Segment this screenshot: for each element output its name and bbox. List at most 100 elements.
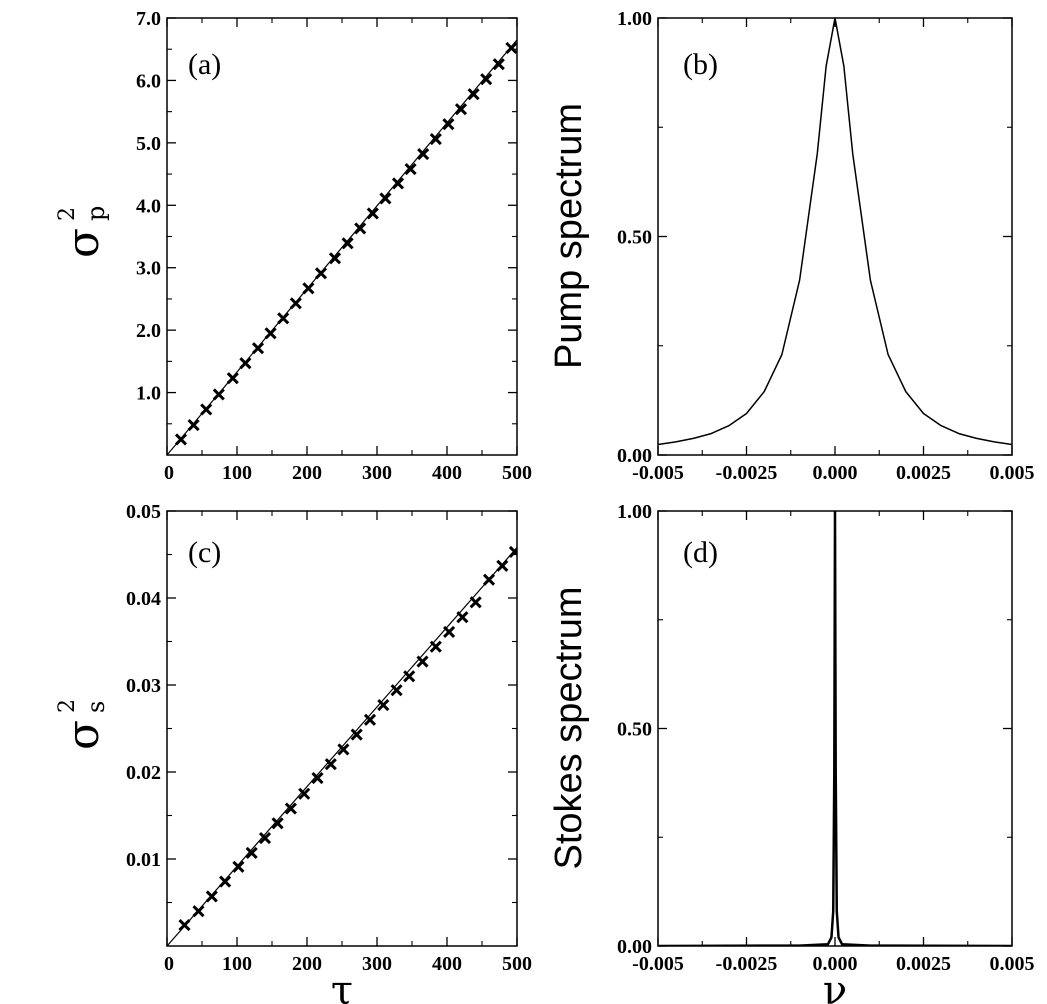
data-point — [404, 163, 417, 176]
data-point — [482, 573, 496, 586]
panel-b: -0.005 -0.0025 0.000 0.0025 0.005 0.00 0.50 1.0… — [548, 8, 1035, 484]
y-axis-label-subscript: s — [82, 701, 110, 713]
panel-label: (b) — [683, 48, 718, 81]
data-point — [377, 698, 390, 712]
panel-d: -0.005 -0.0025 0.000 0.0025 0.005 0.00 0.50 1.0… — [548, 501, 1035, 1004]
panel-label: (c) — [188, 536, 221, 569]
data-point — [443, 625, 456, 638]
y-tick-label: 5.0 — [136, 133, 161, 155]
data-point — [454, 103, 468, 116]
x-tick-label: 0.0025 — [896, 462, 951, 484]
y-tick-label: 0.00 — [617, 936, 652, 958]
x-tick-label: 100 — [222, 462, 252, 484]
panel-label: (d) — [683, 536, 718, 569]
plot-area — [167, 39, 517, 455]
data-point — [492, 58, 505, 71]
plot-frame — [166, 510, 518, 947]
data-point — [429, 640, 442, 653]
data-point — [442, 118, 455, 131]
x-tick-label: 0.005 — [990, 462, 1035, 484]
x-tick-label: -0.0025 — [716, 953, 778, 975]
y-tick-label: 1.00 — [617, 8, 652, 30]
x-tick-label: -0.005 — [632, 953, 684, 975]
y-tick-label: 0.50 — [617, 227, 652, 249]
data-point — [298, 787, 311, 800]
data-point — [205, 890, 218, 903]
y-axis-label: Stokes spectrum — [548, 587, 590, 870]
y-tick-label: 0.02 — [126, 762, 161, 784]
data-point — [289, 297, 302, 310]
data-point — [505, 41, 517, 55]
x-tick-label: 0.000 — [813, 953, 858, 975]
data-point — [469, 596, 482, 609]
y-tick-label: 3.0 — [136, 258, 161, 280]
y-axis-label-superscript: 2 — [55, 699, 80, 713]
data-point — [417, 148, 430, 161]
data-point — [258, 832, 272, 845]
panel-c: 0 100 200 300 400 500 0.01 0.02 0.03 0.04 0.05 (c) σ… — [55, 501, 532, 1004]
x-tick-label: 100 — [222, 953, 252, 975]
x-tick-label: 500 — [502, 462, 532, 484]
y-axis-label-subscript: p — [82, 206, 110, 221]
data-point — [187, 418, 200, 432]
y-axis-label: σs2 — [55, 699, 110, 750]
data-point — [416, 655, 429, 668]
panel-label: (a) — [188, 48, 221, 81]
data-point — [341, 237, 354, 250]
spectrum-curve — [658, 511, 1012, 946]
data-point — [284, 802, 297, 815]
y-tick-label: 1.00 — [617, 501, 652, 523]
x-tick-label: 300 — [362, 462, 392, 484]
data-point — [239, 357, 252, 370]
data-point — [314, 267, 328, 280]
plot-area — [658, 511, 1012, 946]
data-point — [311, 772, 324, 785]
x-tick-label: 0.000 — [813, 462, 858, 484]
x-tick-label: 500 — [502, 953, 532, 975]
panel-a: 0 100 200 300 400 500 1.0 2.0 3.0 4.0 5.0 6.0 7.0 (a)… — [55, 8, 532, 484]
x-tick-label: 0 — [164, 462, 174, 484]
plot-frame — [166, 17, 518, 456]
y-tick-label: 0.04 — [126, 588, 161, 610]
data-point — [328, 252, 342, 265]
y-tick-label: 6.0 — [136, 70, 161, 92]
spectrum-curve — [658, 18, 1012, 446]
x-tick-label: -0.0025 — [716, 462, 778, 484]
data-point — [264, 327, 277, 340]
data-point — [391, 177, 405, 190]
data-point — [212, 388, 225, 401]
y-tick-label: 0.00 — [617, 445, 652, 467]
data-point — [467, 88, 480, 101]
data-point — [350, 728, 363, 741]
x-axis-label: ν — [823, 968, 847, 1004]
data-point — [496, 559, 509, 572]
plot-area — [658, 18, 1012, 446]
data-point — [178, 919, 191, 932]
y-axis-label-superscript: 2 — [55, 207, 80, 221]
data-point — [219, 875, 232, 888]
y-tick-label: 0.01 — [126, 849, 161, 871]
y-tick-label: 2.0 — [136, 320, 161, 342]
data-point — [337, 743, 350, 756]
data-point — [251, 342, 265, 355]
data-point — [390, 684, 403, 697]
data-point — [192, 905, 205, 918]
y-tick-label: 0.50 — [617, 719, 652, 741]
y-tick-label: 4.0 — [136, 195, 161, 217]
x-axis-label: τ — [331, 968, 353, 1004]
data-point — [271, 817, 284, 830]
plot-frame — [657, 17, 1013, 456]
y-tick-label: 0.03 — [126, 675, 161, 697]
x-tick-label: 400 — [432, 462, 462, 484]
data-point — [200, 403, 213, 416]
y-tick-label: 7.0 — [136, 8, 161, 30]
x-tick-label: 400 — [432, 953, 462, 975]
data-point — [403, 670, 416, 683]
y-tick-label: 1.0 — [136, 383, 161, 405]
data-point — [508, 545, 517, 558]
data-point — [245, 846, 258, 859]
y-axis-label: Pump spectrum — [548, 103, 590, 369]
x-tick-label: 300 — [362, 953, 392, 975]
data-point — [324, 758, 337, 771]
